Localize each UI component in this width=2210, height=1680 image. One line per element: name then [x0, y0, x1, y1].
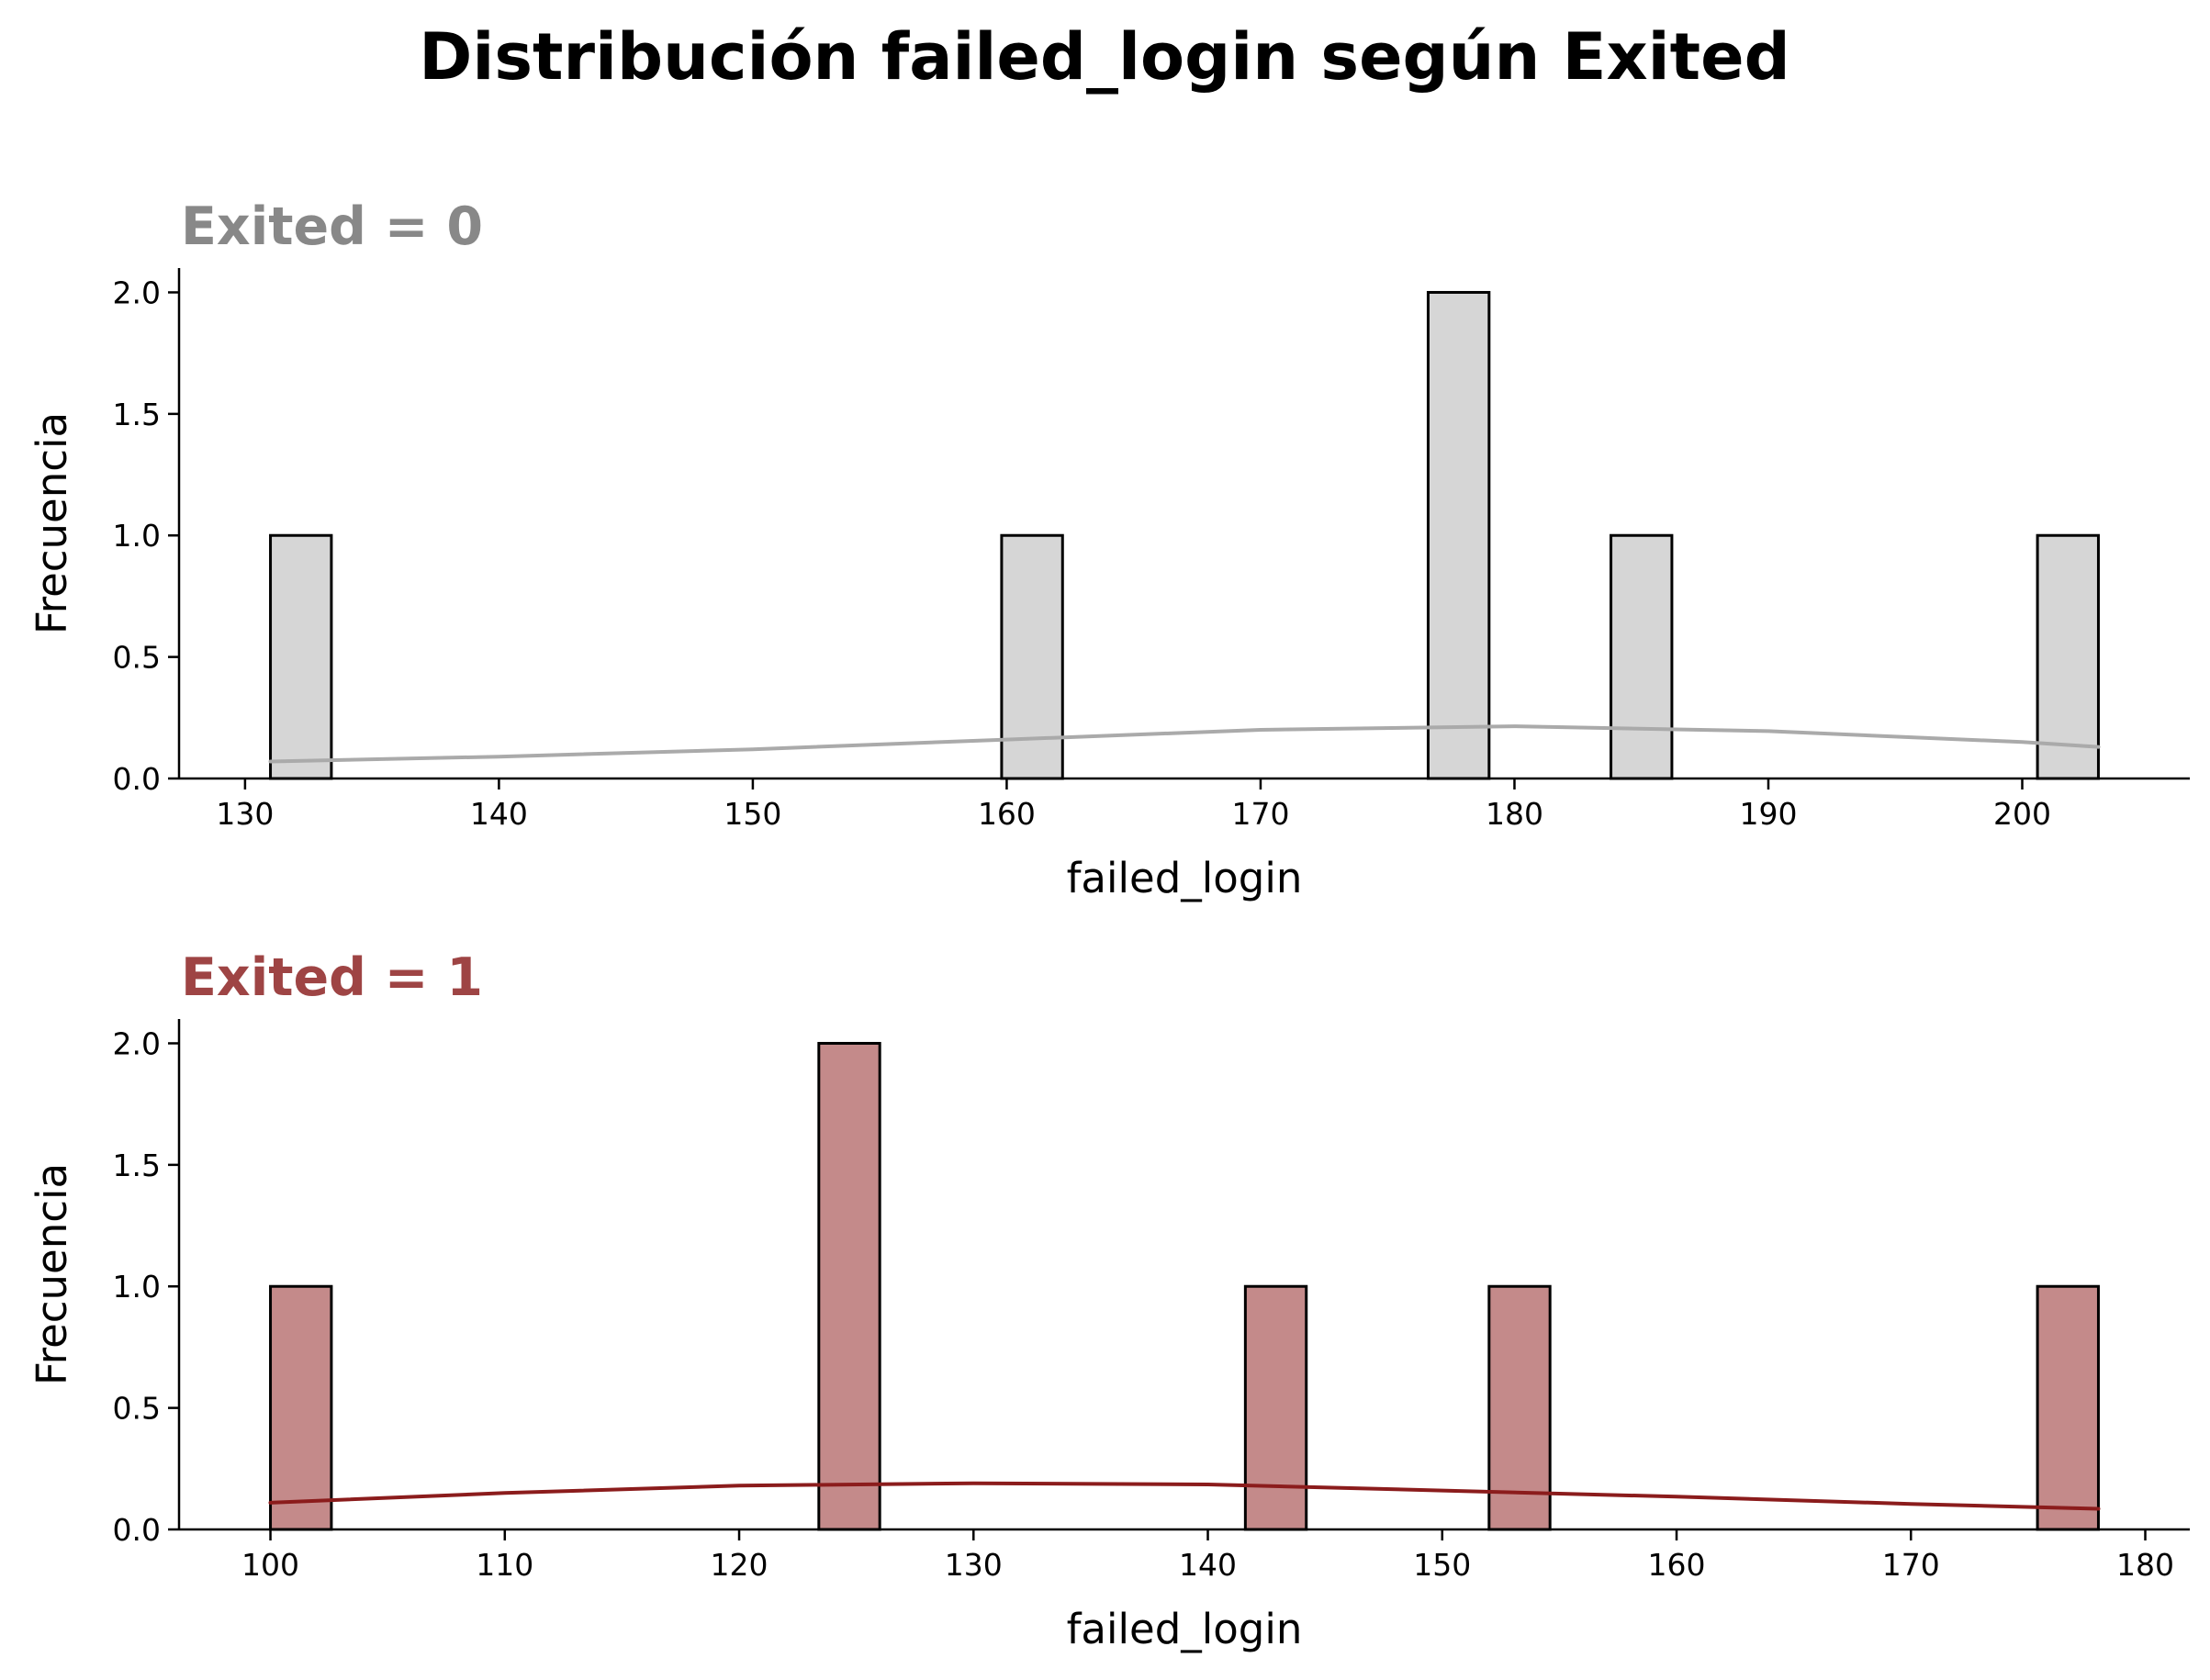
x-tick-label: 200	[1993, 796, 2051, 832]
x-tick-label: 180	[2116, 1547, 2174, 1583]
x-tick-label: 140	[1179, 1547, 1237, 1583]
x-tick-label: 130	[945, 1547, 1003, 1583]
x-tick-label: 100	[241, 1547, 299, 1583]
y-axis-label: Frecuencia	[28, 1163, 76, 1385]
y-tick-label: 1.5	[113, 397, 161, 432]
panel-exited-1: Exited = 1 100 110 120 130 140 150 160 170 180 0.0…	[28, 947, 2190, 1653]
histogram-bar	[1487, 1284, 1552, 1531]
y-tick-label: 2.0	[113, 274, 161, 310]
x-tick-label: 160	[978, 796, 1036, 832]
panel-title: Exited = 0	[181, 196, 483, 257]
y-tick-label: 2.0	[113, 1025, 161, 1061]
histogram-bar	[269, 533, 333, 780]
y-tick-label: 1.5	[113, 1148, 161, 1183]
histogram-bar	[1243, 1284, 1308, 1531]
histogram-bar	[1426, 290, 1491, 780]
x-tick-label: 120	[711, 1547, 768, 1583]
figure-title: Distribución failed_login según Exited	[419, 19, 1789, 95]
y-tick-label: 0.0	[113, 1512, 161, 1548]
histogram-bar	[2036, 533, 2100, 780]
x-axis-label: failed_login	[1067, 1605, 1303, 1653]
histogram-bar	[1610, 533, 1674, 780]
x-tick-label: 160	[1648, 1547, 1706, 1583]
x-tick-label: 150	[1413, 1547, 1471, 1583]
histogram-bar	[269, 1284, 333, 1531]
x-tick-label: 110	[476, 1547, 533, 1583]
y-tick-label: 0.0	[113, 761, 161, 797]
histogram-bar	[1000, 533, 1064, 780]
x-axis-label: failed_login	[1067, 854, 1303, 902]
x-tick-label: 170	[1882, 1547, 1940, 1583]
histogram-bar	[2036, 1284, 2100, 1531]
y-tick-label: 0.5	[113, 640, 161, 676]
histogram-bar	[817, 1041, 881, 1531]
kde-curve	[268, 1481, 2101, 1511]
x-tick-label: 140	[470, 796, 528, 832]
x-tick-label: 170	[1231, 796, 1289, 832]
y-tick-label: 1.0	[113, 1269, 161, 1305]
kde-curve	[268, 724, 2101, 764]
panel-exited-0: Exited = 0 130 140 150 160 170 180 190 200 0.0 0.5…	[28, 196, 2190, 902]
x-tick-label: 180	[1486, 796, 1543, 832]
y-tick-label: 0.5	[113, 1391, 161, 1427]
y-tick-label: 1.0	[113, 518, 161, 554]
panel-title: Exited = 1	[181, 947, 483, 1008]
y-axis-label: Frecuencia	[28, 412, 76, 634]
x-tick-label: 190	[1739, 796, 1797, 832]
x-tick-label: 130	[216, 796, 274, 832]
x-tick-label: 150	[724, 796, 781, 832]
